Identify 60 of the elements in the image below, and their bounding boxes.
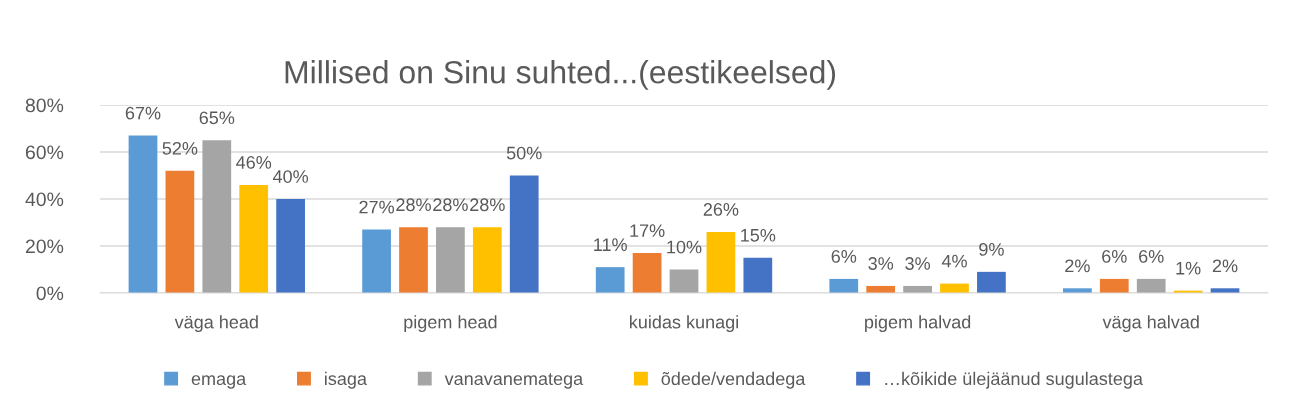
bar [472,227,502,293]
chart-title: Millised on Sinu suhted...(eestikeelsed) [285,60,836,90]
legend-label: vanavanematega [444,373,584,389]
data-label: 65% [199,111,235,125]
bar [509,175,539,293]
data-label: 26% [703,203,739,216]
x-tick-label: pigem head [404,315,497,333]
data-label: 2% [1212,259,1238,273]
data-label: 17% [630,224,665,237]
bar [632,253,662,293]
x-tick-label: väga halvad [1102,315,1199,333]
x-tick-label: pigem halvad [865,315,971,333]
data-label: 28% [470,198,505,212]
data-label: 10% [667,240,702,254]
bar [399,227,428,293]
y-tick-label: 40% [25,192,64,207]
data-label: 9% [979,243,1004,256]
data-label: 52% [162,141,198,155]
bar [202,140,232,293]
x-tick-label: väga head [174,315,258,333]
data-label: 27% [359,200,395,214]
data-label: 46% [236,156,272,169]
bar [436,227,465,293]
bar [706,231,736,293]
bar [743,257,773,293]
bar [239,184,269,293]
data-label: 3% [905,257,931,270]
data-label: 40% [272,170,309,183]
data-label: 4% [941,254,967,268]
legend-label: emaga [191,375,247,389]
bar [669,269,699,293]
bar [977,271,1006,293]
bar [128,135,158,293]
bar [1136,278,1166,293]
bar [276,199,305,293]
y-tick-label: 60% [25,145,64,160]
data-label: 6% [1102,250,1127,263]
x-tick-label: kuidas kunagi [630,315,738,333]
bar [829,278,859,293]
bar [165,170,195,293]
data-label: 2% [1065,259,1090,273]
bar [595,267,625,293]
data-label: 1% [1176,261,1201,275]
legend-label: isaga [325,371,367,389]
data-label: 28% [396,198,431,212]
data-label: 6% [831,250,857,263]
data-label: 50% [506,146,542,160]
data-label: 11% [594,238,627,252]
bar [362,229,391,293]
bar [1099,278,1129,293]
legend-label: …kõikide ülejäänud sugulastega [885,371,1143,389]
data-label: 67% [125,106,161,120]
y-tick-label: 0% [36,286,64,301]
data-label: 28% [433,198,468,212]
data-label: 6% [1139,250,1164,263]
data-label: 15% [741,228,776,242]
data-label: 3% [868,257,894,270]
y-tick-label: 80% [25,98,64,113]
legend-label: õdede/vendadega [661,371,806,389]
y-tick-label: 20% [25,239,64,254]
